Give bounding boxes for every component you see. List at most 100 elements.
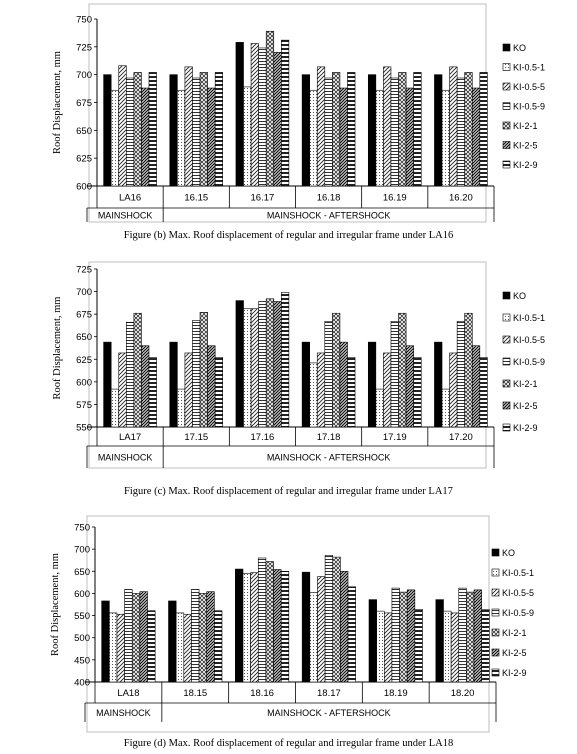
x-tick-label: 18.15 — [183, 688, 207, 699]
bar-ki-2-9-la17 — [148, 357, 157, 428]
chart-caption: Figure (b) Max. Roof displacement of reg… — [123, 230, 454, 241]
bar-ki-2-5-17-19 — [405, 345, 414, 428]
bar-ki-2-5-18-20 — [473, 589, 482, 683]
bar-ki-2-5-18-19 — [406, 589, 416, 683]
bar-ki-0-5-9-18-15 — [191, 589, 200, 683]
chart-la18: 400 450 500 550 600 650 700 750 Roof Displacemen… — [50, 515, 534, 733]
bar-ko-16-18 — [301, 74, 310, 187]
bar-ko-17-18 — [301, 341, 310, 428]
bar-ki-2-5-17-16 — [273, 301, 282, 428]
legend-label-ki-2-1: KI-2-1 — [513, 121, 538, 131]
bar-ki-2-1-17-18 — [332, 312, 341, 428]
legend-swatch-ki-2-9 — [502, 423, 511, 432]
chart-panel-la17: 550 575 600 625 650 675 700 725 Roof Displacemen… — [0, 258, 577, 508]
bar-ki-2-1-17-15 — [199, 312, 208, 428]
y-tick-label: 675 — [76, 310, 92, 321]
bar-ki-2-5-16-18 — [339, 87, 348, 187]
bar-ko-la18 — [101, 600, 110, 683]
bar-ko-16-20 — [434, 74, 443, 187]
bar-ki-0-5-1-18-16 — [242, 573, 251, 683]
chart-la17: 550 575 600 625 650 675 700 725 Roof Displacemen… — [52, 261, 545, 469]
x-tick-label: 16.18 — [317, 193, 341, 204]
bar-ki-2-9-18-15 — [214, 610, 223, 683]
bar-ki-0-5-1-17-19 — [375, 388, 384, 428]
bar-ki-2-5-16-17 — [273, 52, 282, 187]
legend-label-ki-2-1: KI-2-1 — [502, 628, 527, 638]
bar-ki-2-1-18-16 — [265, 561, 274, 683]
y-tick-label: 650 — [76, 126, 92, 137]
legend-swatch-ki-2-5 — [502, 401, 511, 410]
x-tick-label: 18.16 — [250, 688, 274, 699]
bar-ki-0-5-9-16-18 — [324, 77, 333, 187]
bar-ki-0-5-1-la17 — [110, 388, 120, 428]
y-tick-label: 550 — [74, 611, 90, 622]
bar-ko-17-15 — [169, 341, 178, 428]
bar-ki-0-5-5-18-20 — [450, 612, 460, 683]
legend-label-ki-0-5-1: KI-0.5-1 — [502, 568, 534, 578]
legend-label-ki-2-5: KI-2-5 — [513, 141, 538, 151]
legend-label-ki-0-5-9: KI-0.5-9 — [513, 102, 545, 112]
bar-ki-0-5-9-18-20 — [458, 587, 467, 683]
legend-label-ki-2-9: KI-2-9 — [513, 423, 538, 433]
legend-swatch-ki-0-5-9 — [502, 102, 511, 110]
bar-ki-2-9-16-15 — [214, 72, 224, 187]
bar-ki-2-9-16-17 — [281, 39, 290, 187]
bar-ki-0-5-1-18-20 — [443, 610, 452, 683]
bar-ki-0-5-5-18-16 — [250, 572, 259, 683]
bar-ki-0-5-1-18-15 — [175, 612, 185, 683]
bar-ki-0-5-5-17-20 — [449, 352, 458, 428]
legend-label-ko: KO — [513, 43, 526, 53]
bar-ki-0-5-1-16-18 — [309, 89, 318, 187]
y-tick-label: 450 — [74, 655, 90, 666]
legend-label-ki-2-1: KI-2-1 — [513, 379, 538, 389]
bar-ko-18-20 — [435, 599, 444, 683]
y-tick-label: 700 — [76, 70, 92, 81]
legend-swatch-ki-2-5 — [491, 648, 500, 657]
x-tick-label: 17.15 — [184, 432, 208, 443]
bar-ki-0-5-9-18-19 — [391, 587, 400, 683]
bar-ko-18-15 — [168, 600, 177, 683]
y-tick-label: 700 — [74, 545, 90, 556]
bar-ki-0-5-5-17-19 — [383, 352, 392, 428]
bar-ki-2-5-la16 — [141, 87, 150, 187]
bar-ki-0-5-1-16-20 — [441, 89, 450, 187]
bar-ki-2-5-la18 — [139, 591, 148, 683]
bar-ki-2-5-18-16 — [273, 569, 282, 683]
y-tick-label: 750 — [76, 15, 92, 26]
bar-ki-0-5-5-17-18 — [316, 352, 326, 428]
legend-label-ki-2-9: KI-2-9 — [502, 668, 527, 678]
legend-swatch-ki-2-1 — [502, 379, 511, 388]
bar-ki-0-5-9-18-16 — [257, 557, 267, 683]
legend-label-ki-0-5-1: KI-0.5-1 — [513, 313, 545, 323]
bar-ko-18-16 — [235, 568, 244, 683]
bar-ki-0-5-1-17-16 — [243, 308, 252, 428]
bar-ki-0-5-5-17-15 — [184, 352, 193, 428]
group-label: MAINSHOCK — [98, 453, 153, 463]
x-tick-label: LA16 — [119, 193, 141, 204]
bar-ki-2-9-18-16 — [280, 570, 290, 683]
x-tick-label: 18.20 — [451, 688, 475, 699]
bar-ki-2-9-18-17 — [347, 586, 356, 683]
bar-ki-2-5-16-20 — [471, 87, 481, 187]
bar-ki-0-5-5-18-17 — [317, 576, 326, 683]
bar-ki-2-9-17-19 — [413, 357, 422, 428]
bar-ko-17-20 — [434, 341, 443, 428]
legend-swatch-ki-0-5-1 — [491, 568, 500, 577]
x-tick-label: 16.17 — [251, 193, 275, 204]
y-tick-label: 725 — [76, 265, 92, 276]
bar-ki-2-1-17-16 — [265, 298, 275, 428]
x-tick-label: LA18 — [117, 688, 139, 699]
bar-ki-0-5-9-17-19 — [390, 321, 399, 428]
bar-ko-la17 — [103, 341, 112, 428]
bar-ki-2-1-16-15 — [199, 72, 208, 187]
bar-ki-2-9-17-20 — [479, 357, 488, 428]
legend-swatch-ki-0-5-5 — [491, 588, 500, 597]
legend-label-ki-0-5-9: KI-0.5-9 — [513, 357, 545, 367]
bar-ko-17-16 — [235, 300, 244, 428]
legend-swatch-ki-2-1 — [491, 628, 500, 637]
chart-panel-la18: 400 450 500 550 600 650 700 750 Roof Displacemen… — [0, 510, 577, 754]
bar-ki-0-5-1-16-19 — [375, 89, 384, 187]
y-tick-label: 500 — [74, 633, 90, 644]
bar-ki-2-1-la16 — [133, 72, 142, 187]
y-tick-label: 575 — [76, 400, 92, 411]
